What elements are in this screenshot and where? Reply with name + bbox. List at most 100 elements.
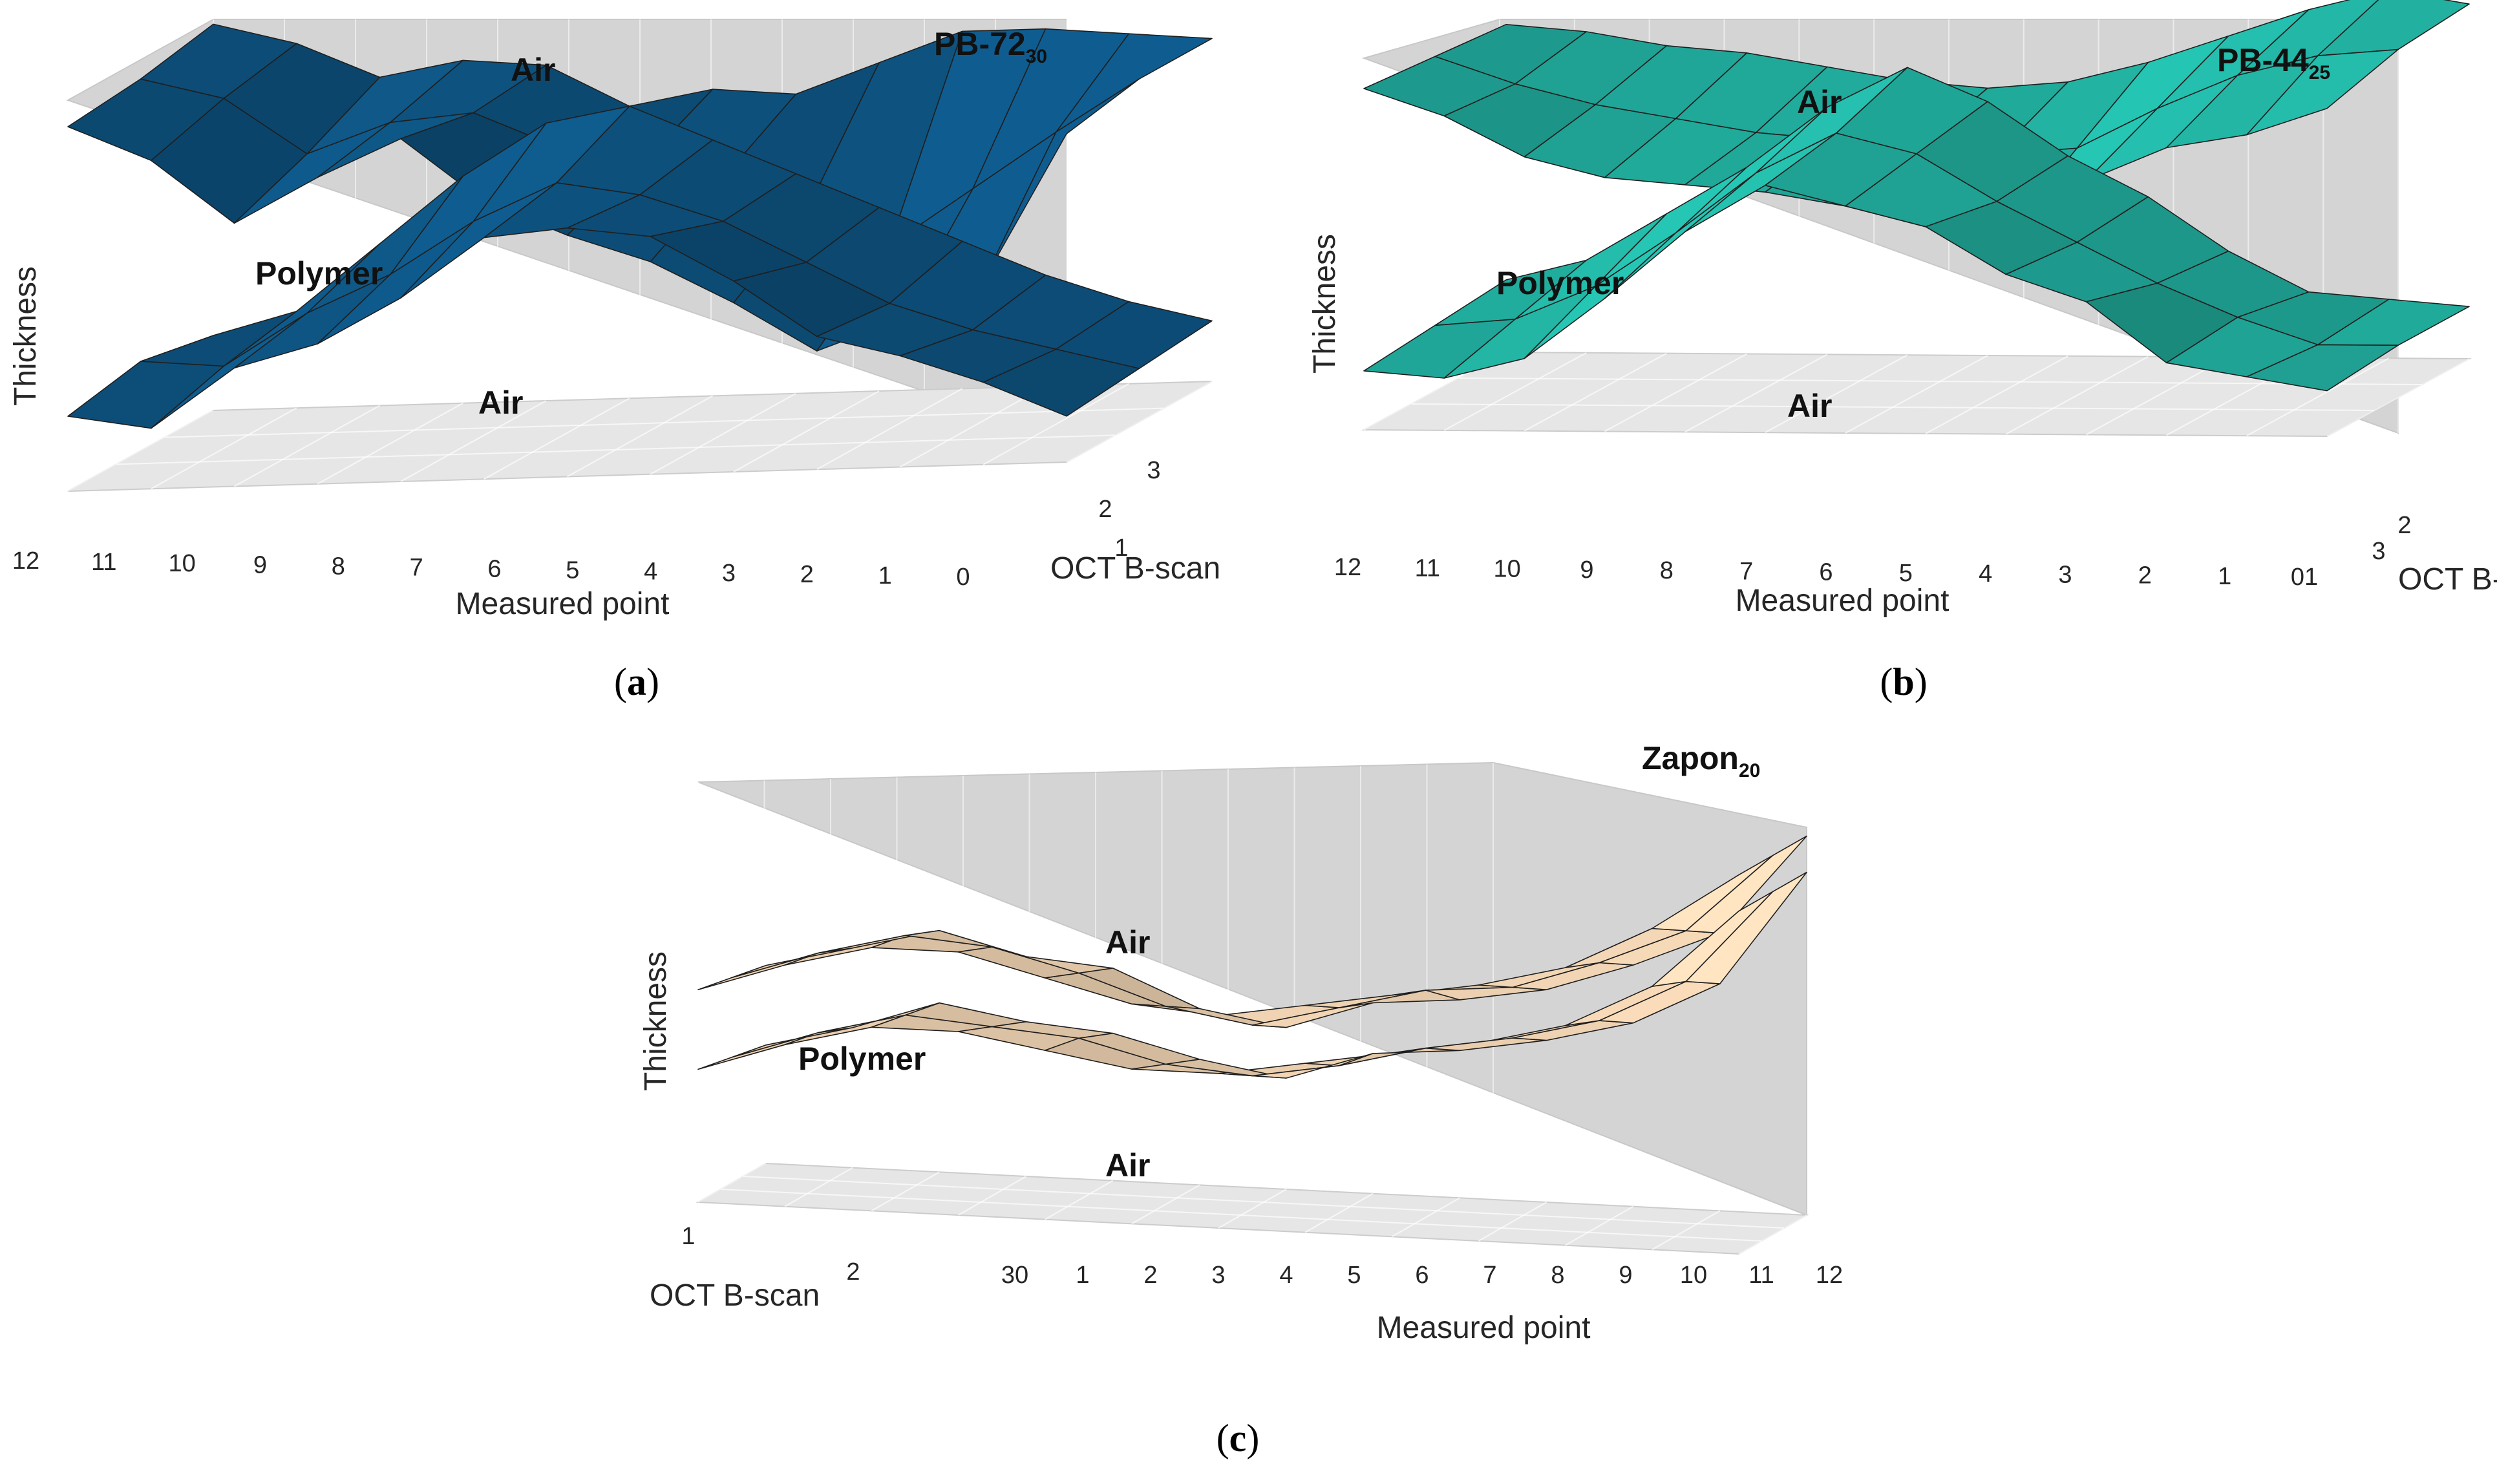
floor-grid-line [1765, 354, 1908, 434]
y-tick-label: 3 [1147, 457, 1160, 484]
floor-grid-line [650, 392, 796, 475]
x-tick-label: 8 [1551, 1262, 1564, 1289]
y-tick-label: 2 [1098, 496, 1112, 523]
floor-grid-line [164, 407, 1164, 438]
x-tick-label: 3 [2058, 561, 2072, 588]
x-tick-label: 6 [487, 556, 501, 583]
x-tick-label: 7 [1739, 558, 1753, 585]
floor-grid-line [234, 405, 380, 487]
z-axis-label: Thickness [1308, 234, 1342, 374]
x-tick-label: 12 [12, 547, 39, 575]
x-tick-label: 6 [1415, 1262, 1429, 1289]
region-label-top: Air [1105, 924, 1150, 960]
caption-open: ( [614, 661, 627, 703]
y-tick-label: 1 [1114, 535, 1128, 562]
x-axis-label: Measured point [1736, 584, 1950, 618]
floor-grid-line [116, 434, 1116, 465]
caption-letter: a [627, 661, 646, 703]
caption-close: ) [1246, 1417, 1259, 1459]
z-axis-label: Thickness [8, 266, 43, 406]
floor-grid-line [1066, 381, 1213, 463]
z-axis-label: Thickness [639, 951, 673, 1091]
x-tick-label: 10 [1680, 1262, 1707, 1289]
x-tick-label: 1 [1076, 1262, 1089, 1289]
x-tick-label: 5 [1347, 1262, 1361, 1289]
floor-grid-line [1565, 1205, 1634, 1246]
panel-caption: (c) [1217, 1417, 1260, 1459]
x-tick-label: 3 [1211, 1262, 1225, 1289]
x-tick-label: 5 [566, 557, 579, 584]
x-tick-label: 12 [1334, 554, 1361, 581]
x-tick-label: 4 [1979, 560, 1992, 588]
x-tick-label: 8 [1660, 557, 1674, 584]
floor-grid-line [900, 385, 1046, 468]
x-tick-label: 11 [1415, 555, 1440, 582]
x-tick-label: 5 [1899, 560, 1913, 587]
floor-grid-line [816, 388, 963, 471]
x-tick-label: 4 [1279, 1262, 1293, 1289]
floor-grid-line [2005, 355, 2149, 435]
lower-surface [67, 105, 1213, 429]
region-label-top: Air [1797, 84, 1842, 120]
floor-grid-line [1443, 352, 1587, 431]
x-axis-label: Measured point [456, 587, 670, 621]
floor-grid-line [400, 400, 547, 482]
series-title-sub: 25 [2309, 62, 2330, 83]
floor-grid-line [483, 398, 630, 480]
floor-grid-line [567, 395, 713, 478]
x-tick-label: 9 [1580, 556, 1593, 584]
surface-patch [2246, 344, 2399, 392]
floor-grid-line [317, 402, 463, 485]
floor-grid-line [1458, 377, 2422, 385]
floor-grid-line [1845, 355, 1988, 434]
floor-grid-line [1304, 1192, 1374, 1233]
floor-grid-line [743, 1176, 1785, 1229]
floor-grid-line [1411, 403, 2375, 411]
y-tick-label: 2 [846, 1258, 860, 1286]
y-axis-label: OCT B-scan [1050, 551, 1220, 586]
caption-open: ( [1880, 661, 1893, 703]
x-tick-label: 11 [1748, 1262, 1774, 1289]
floor-grid-line [983, 383, 1129, 465]
surface-patch [1685, 835, 1807, 934]
region-label-middle: Polymer [255, 255, 383, 292]
panel-caption: (b) [1880, 661, 1927, 703]
y-tick-label: 1 [681, 1223, 695, 1250]
floor-grid-line [871, 1171, 940, 1212]
y-tick-label: 2 [2397, 512, 2411, 539]
floor-grid-line [151, 407, 297, 490]
y-tick-label: 3 [2372, 538, 2385, 565]
surface-patch [1685, 871, 1807, 984]
x-tick-label: 2 [2138, 562, 2152, 589]
x-tick-label: 30 [1001, 1262, 1028, 1289]
x-tick-label: 4 [644, 558, 657, 586]
x-tick-label: 9 [253, 551, 267, 578]
floor-grid-line [958, 1176, 1026, 1216]
region-label-bottom: Air [1105, 1147, 1150, 1183]
lower-surface [1363, 67, 2470, 392]
x-tick-label: 2 [800, 561, 814, 588]
region-label-bottom: Air [1787, 388, 1832, 424]
floor-grid-line [733, 390, 880, 472]
floor-grid-line [720, 1189, 1762, 1242]
lower-surface [697, 871, 1807, 1079]
x-tick-label: 0 [956, 564, 970, 591]
series-title: PB-7230 [934, 26, 1047, 67]
floor-grid-line [1652, 1210, 1721, 1251]
floor-grid-line [2326, 358, 2470, 437]
region-label-bottom: Air [478, 385, 523, 421]
floor-grid-line [1478, 1202, 1547, 1242]
series-title-main: PB-72 [934, 26, 1026, 62]
x-tick-label: 6 [1819, 559, 1833, 586]
region-label-middle: Polymer [1496, 265, 1624, 301]
floor-grid-line [1045, 1180, 1114, 1220]
floor-grid-line [697, 1163, 767, 1203]
floor-grid-line [1524, 352, 1667, 432]
surface-patch [983, 78, 1140, 282]
x-tick-label: 7 [410, 554, 423, 581]
series-title-sub: 20 [1739, 760, 1760, 781]
